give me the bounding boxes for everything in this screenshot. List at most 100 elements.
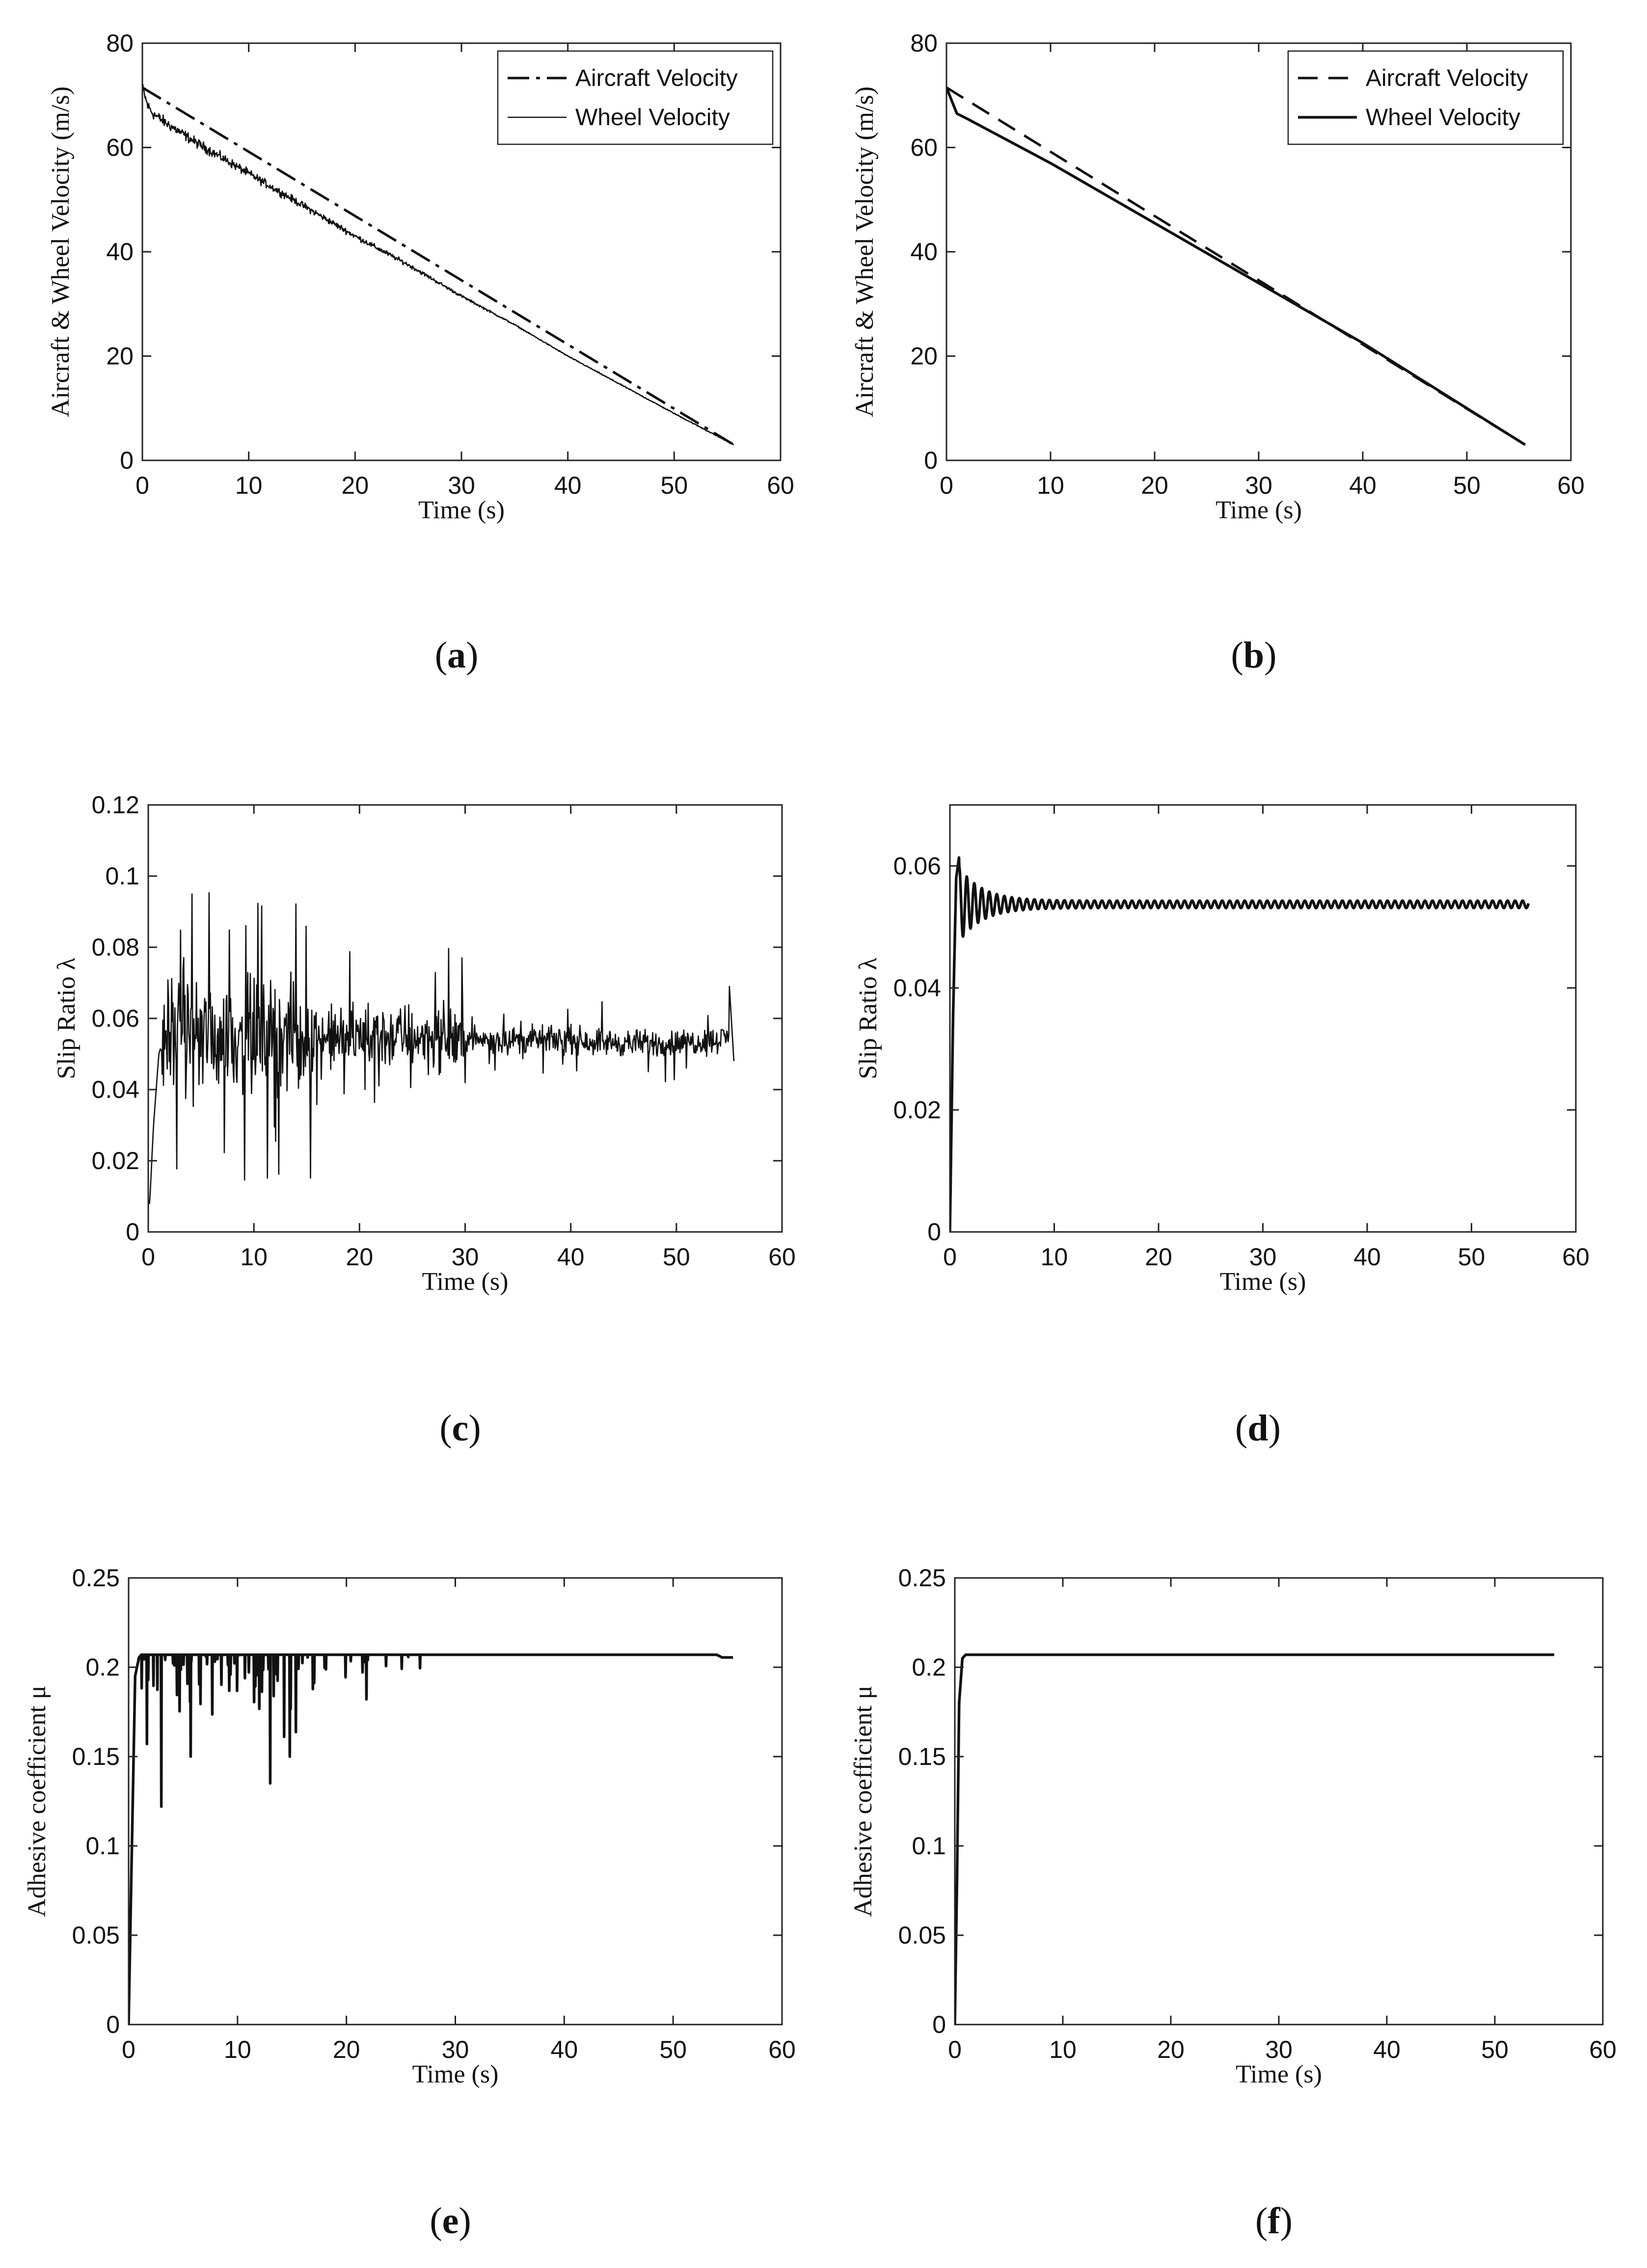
y-tick-label: 0.12 <box>92 791 139 819</box>
panel-label: (f) <box>1255 2200 1293 2241</box>
panel-label: (c) <box>439 1408 481 1449</box>
x-tick-label: 10 <box>1041 1243 1068 1271</box>
y-axis-label: Aircraft & Wheel Velocity (m/s) <box>851 86 879 417</box>
x-tick-label: 0 <box>948 2036 962 2063</box>
y-tick-label: 0.2 <box>912 1654 946 1681</box>
plot-frame <box>954 1577 1604 2026</box>
x-axis-label: Time (s) <box>418 496 505 524</box>
plot-frame <box>147 804 783 1233</box>
x-tick-label: 40 <box>1373 2036 1401 2063</box>
x-tick-label: 20 <box>1157 2036 1185 2063</box>
y-axis-label: Aircraft & Wheel Velocity (m/s) <box>47 86 75 417</box>
plot-frame <box>949 804 1577 1233</box>
chart-panel-d: 0 10 20 30 40 50 60 0 0.02 0.04 0.06 Time (s) Slip R… <box>854 804 1590 1449</box>
y-tick-label: 0.08 <box>92 934 139 961</box>
x-tick-label: 10 <box>240 1243 268 1271</box>
y-axis-label: Adhesive coefficient μ <box>23 1685 51 1917</box>
y-tick-label: 0.1 <box>85 1832 120 1860</box>
y-tick-label: 80 <box>910 29 938 57</box>
y-tick-label: 0.04 <box>893 974 941 1002</box>
panel-letter: b <box>1243 635 1264 676</box>
x-tick-label: 60 <box>768 1243 796 1271</box>
x-tick-label: 50 <box>661 472 688 499</box>
x-tick-label: 10 <box>235 472 263 499</box>
panel-label: (e) <box>430 2200 471 2241</box>
x-tick-label: 0 <box>943 1243 957 1271</box>
x-tick-label: 40 <box>1353 1243 1381 1271</box>
x-tick-label: 20 <box>342 472 369 499</box>
panel-label: (a) <box>435 635 479 676</box>
y-tick-label: 0.06 <box>92 1005 139 1032</box>
y-axis-label: Slip Ratio λ <box>53 958 81 1079</box>
y-tick-label: 0.05 <box>898 1921 946 1949</box>
x-tick-label: 30 <box>448 472 475 499</box>
legend-box <box>497 50 774 145</box>
x-tick-label: 20 <box>333 2036 360 2063</box>
series-line-data <box>129 1653 733 2025</box>
x-axis-label: Time (s) <box>1236 2060 1322 2088</box>
x-tick-label: 0 <box>135 472 149 499</box>
y-tick-label: 0 <box>106 2011 120 2038</box>
y-tick-label: 0 <box>120 447 134 474</box>
y-tick-label: 0.25 <box>72 1564 120 1592</box>
x-tick-label: 40 <box>551 2036 578 2063</box>
x-axis-label: Time (s) <box>412 2060 499 2088</box>
y-axis-label: Adhesive coefficient μ <box>849 1685 877 1917</box>
y-tick-label: 0.1 <box>912 1832 946 1860</box>
x-tick-label: 60 <box>1562 1243 1590 1271</box>
panel-letter: e <box>442 2200 459 2241</box>
x-tick-label: 0 <box>122 2036 135 2063</box>
chart-panel-b: 0 10 20 30 40 50 60 0 20 40 60 80 Time (s) Aircraft &… <box>851 29 1585 676</box>
y-tick-label: 0.1 <box>105 862 139 890</box>
legend: Aircraft Velocity Wheel Velocity <box>497 50 774 145</box>
panel-letter: f <box>1268 2200 1281 2241</box>
chart-panel-c: 0 10 20 30 40 50 60 0 0.02 0.04 0.06 0.08 0.1 0.12 Tim… <box>53 791 796 1449</box>
x-tick-label: 40 <box>554 472 582 499</box>
x-axis-label: Time (s) <box>1215 496 1302 524</box>
series-line-wheel-velocity <box>142 84 734 446</box>
y-axis-label: Slip Ratio λ <box>854 958 882 1079</box>
legend-entry: Wheel Velocity <box>575 105 730 131</box>
x-tick-label: 30 <box>1265 2036 1293 2063</box>
x-tick-label: 50 <box>1453 472 1481 499</box>
x-tick-label: 20 <box>1141 472 1168 499</box>
panel-label: (b) <box>1231 635 1277 676</box>
series-line-data <box>950 856 1530 1232</box>
legend-entry: Aircraft Velocity <box>575 65 738 91</box>
x-tick-label: 0 <box>141 1243 155 1271</box>
y-tick-label: 80 <box>106 29 134 57</box>
y-tick-label: 60 <box>910 134 938 161</box>
chart-panel-f: 0 10 20 30 40 50 60 0 0.05 0.1 0.15 0.2 0.25 Time (s)… <box>849 1564 1617 2241</box>
legend: Aircraft Velocity Wheel Velocity <box>1287 50 1564 145</box>
y-tick-label: 0.04 <box>92 1076 139 1103</box>
panel-letter: a <box>447 635 466 676</box>
x-tick-label: 10 <box>1049 2036 1077 2063</box>
x-tick-label: 10 <box>224 2036 251 2063</box>
y-tick-label: 0.2 <box>85 1654 120 1681</box>
x-axis-label: Time (s) <box>1220 1268 1306 1296</box>
legend-entry: Wheel Velocity <box>1366 105 1520 131</box>
series-line-wheel-velocity <box>946 87 1526 446</box>
y-tick-label: 40 <box>106 238 134 266</box>
y-tick-label: 20 <box>106 343 134 370</box>
panel-letter: d <box>1247 1408 1268 1449</box>
y-tick-label: 60 <box>106 134 134 161</box>
series-line-data <box>148 892 735 1204</box>
x-tick-label: 50 <box>659 2036 687 2063</box>
y-tick-label: 0 <box>927 1218 941 1246</box>
y-tick-label: 0.06 <box>893 852 941 880</box>
legend-entry: Aircraft Velocity <box>1366 65 1528 91</box>
y-tick-label: 0.15 <box>72 1743 120 1770</box>
panel-label: (d) <box>1235 1408 1281 1449</box>
y-tick-label: 0.02 <box>893 1096 941 1123</box>
x-tick-label: 40 <box>1349 472 1377 499</box>
y-tick-label: 0 <box>126 1218 139 1246</box>
x-tick-label: 60 <box>1557 472 1585 499</box>
x-tick-label: 0 <box>940 472 953 499</box>
x-tick-label: 30 <box>452 1243 479 1271</box>
y-tick-label: 40 <box>910 238 938 266</box>
x-tick-label: 60 <box>1589 2036 1617 2063</box>
plot-frame <box>128 1577 783 2026</box>
x-tick-label: 10 <box>1037 472 1064 499</box>
x-tick-label: 30 <box>1245 472 1272 499</box>
